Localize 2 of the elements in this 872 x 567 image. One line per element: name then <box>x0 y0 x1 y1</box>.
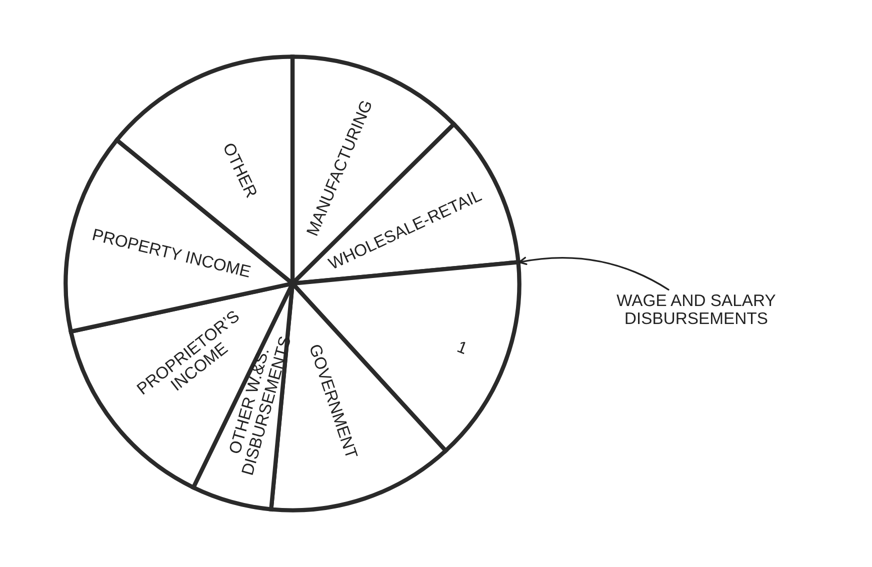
text: WAGE AND SALARY DISBURSEMENTS <box>616 294 776 324</box>
slice-label: 1 <box>457 340 468 354</box>
